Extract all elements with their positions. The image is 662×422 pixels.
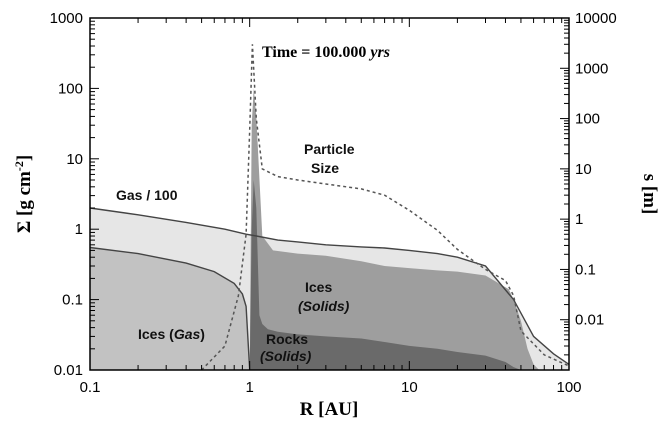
y-right-tick-label: 1000 (575, 60, 608, 77)
y-axis-left-title-sup: -2 (12, 161, 26, 171)
y-right-tick-label: 100 (575, 111, 600, 128)
y-axis-left-title-main: Σ [g cm (14, 171, 35, 233)
annotation-gas: Gas / 100 (116, 187, 178, 203)
y-right-tick-label: 1 (575, 211, 583, 228)
annotation-rocks-1: Rocks (266, 331, 308, 347)
y-left-tick-label: 10 (66, 151, 83, 168)
y-axis-right-title: s [m] (639, 174, 660, 215)
y-axis-left-title: Σ [g cm-2] (12, 155, 35, 233)
y-left-tick-label: 0.1 (62, 292, 83, 309)
x-tick-label: 10 (401, 379, 418, 396)
area-layer (90, 88, 569, 371)
tick-layer: 0.1 1 10 1000.010.111010010000.010.11101001… (50, 10, 617, 396)
annotation-ices-gas-suffix: ) (200, 326, 205, 342)
y-left-tick-label: 1000 (50, 10, 83, 27)
plot-frame (89, 17, 570, 371)
annotation-ices-gas-italic: Gas (174, 326, 201, 342)
series-line-gas-100 (89, 207, 570, 365)
series-area-rocks-solids (249, 180, 521, 370)
y-right-tick-label: 0.01 (575, 312, 604, 329)
series-area-ices-solids (249, 88, 540, 371)
x-tick-label: 100 (556, 379, 581, 396)
y-right-tick-label: 10 (575, 161, 592, 178)
series-area-ices-gas (90, 247, 250, 370)
x-axis-title: R [AU] (300, 399, 359, 420)
chart-title: Time = 100.000 yrs (262, 44, 390, 61)
y-right-tick-label: 10000 (575, 10, 617, 27)
y-left-tick-label: 1 (75, 221, 83, 238)
chart-title-prefix: Time = 100.000 (262, 44, 370, 61)
annotation-ices-gas: Ices (Gas) (138, 326, 205, 342)
y-axis-left-title-end: ] (14, 155, 35, 161)
y-right-tick-label: 0.1 (575, 261, 596, 278)
annotation-particle-size-1: Particle (304, 141, 355, 157)
line-layer (89, 44, 570, 371)
annotation-ices-solids-1: Ices (305, 279, 332, 295)
annotation-rocks-2: (Solids) (260, 348, 312, 364)
annotation-particle-size-2: Size (311, 160, 339, 176)
series-line-particle-size (201, 44, 570, 371)
y-left-tick-label: 100 (58, 80, 83, 97)
series-line-ices-gas (89, 246, 251, 371)
x-tick-label: 0.1 (80, 379, 101, 396)
chart-title-unit: yrs (368, 44, 390, 61)
y-left-tick-label: 0.01 (54, 362, 83, 379)
x-tick-label: 1 (245, 379, 253, 396)
annotation-ices-gas-prefix: Ices ( (138, 326, 174, 342)
annotation-ices-solids-2: (Solids) (298, 298, 350, 314)
